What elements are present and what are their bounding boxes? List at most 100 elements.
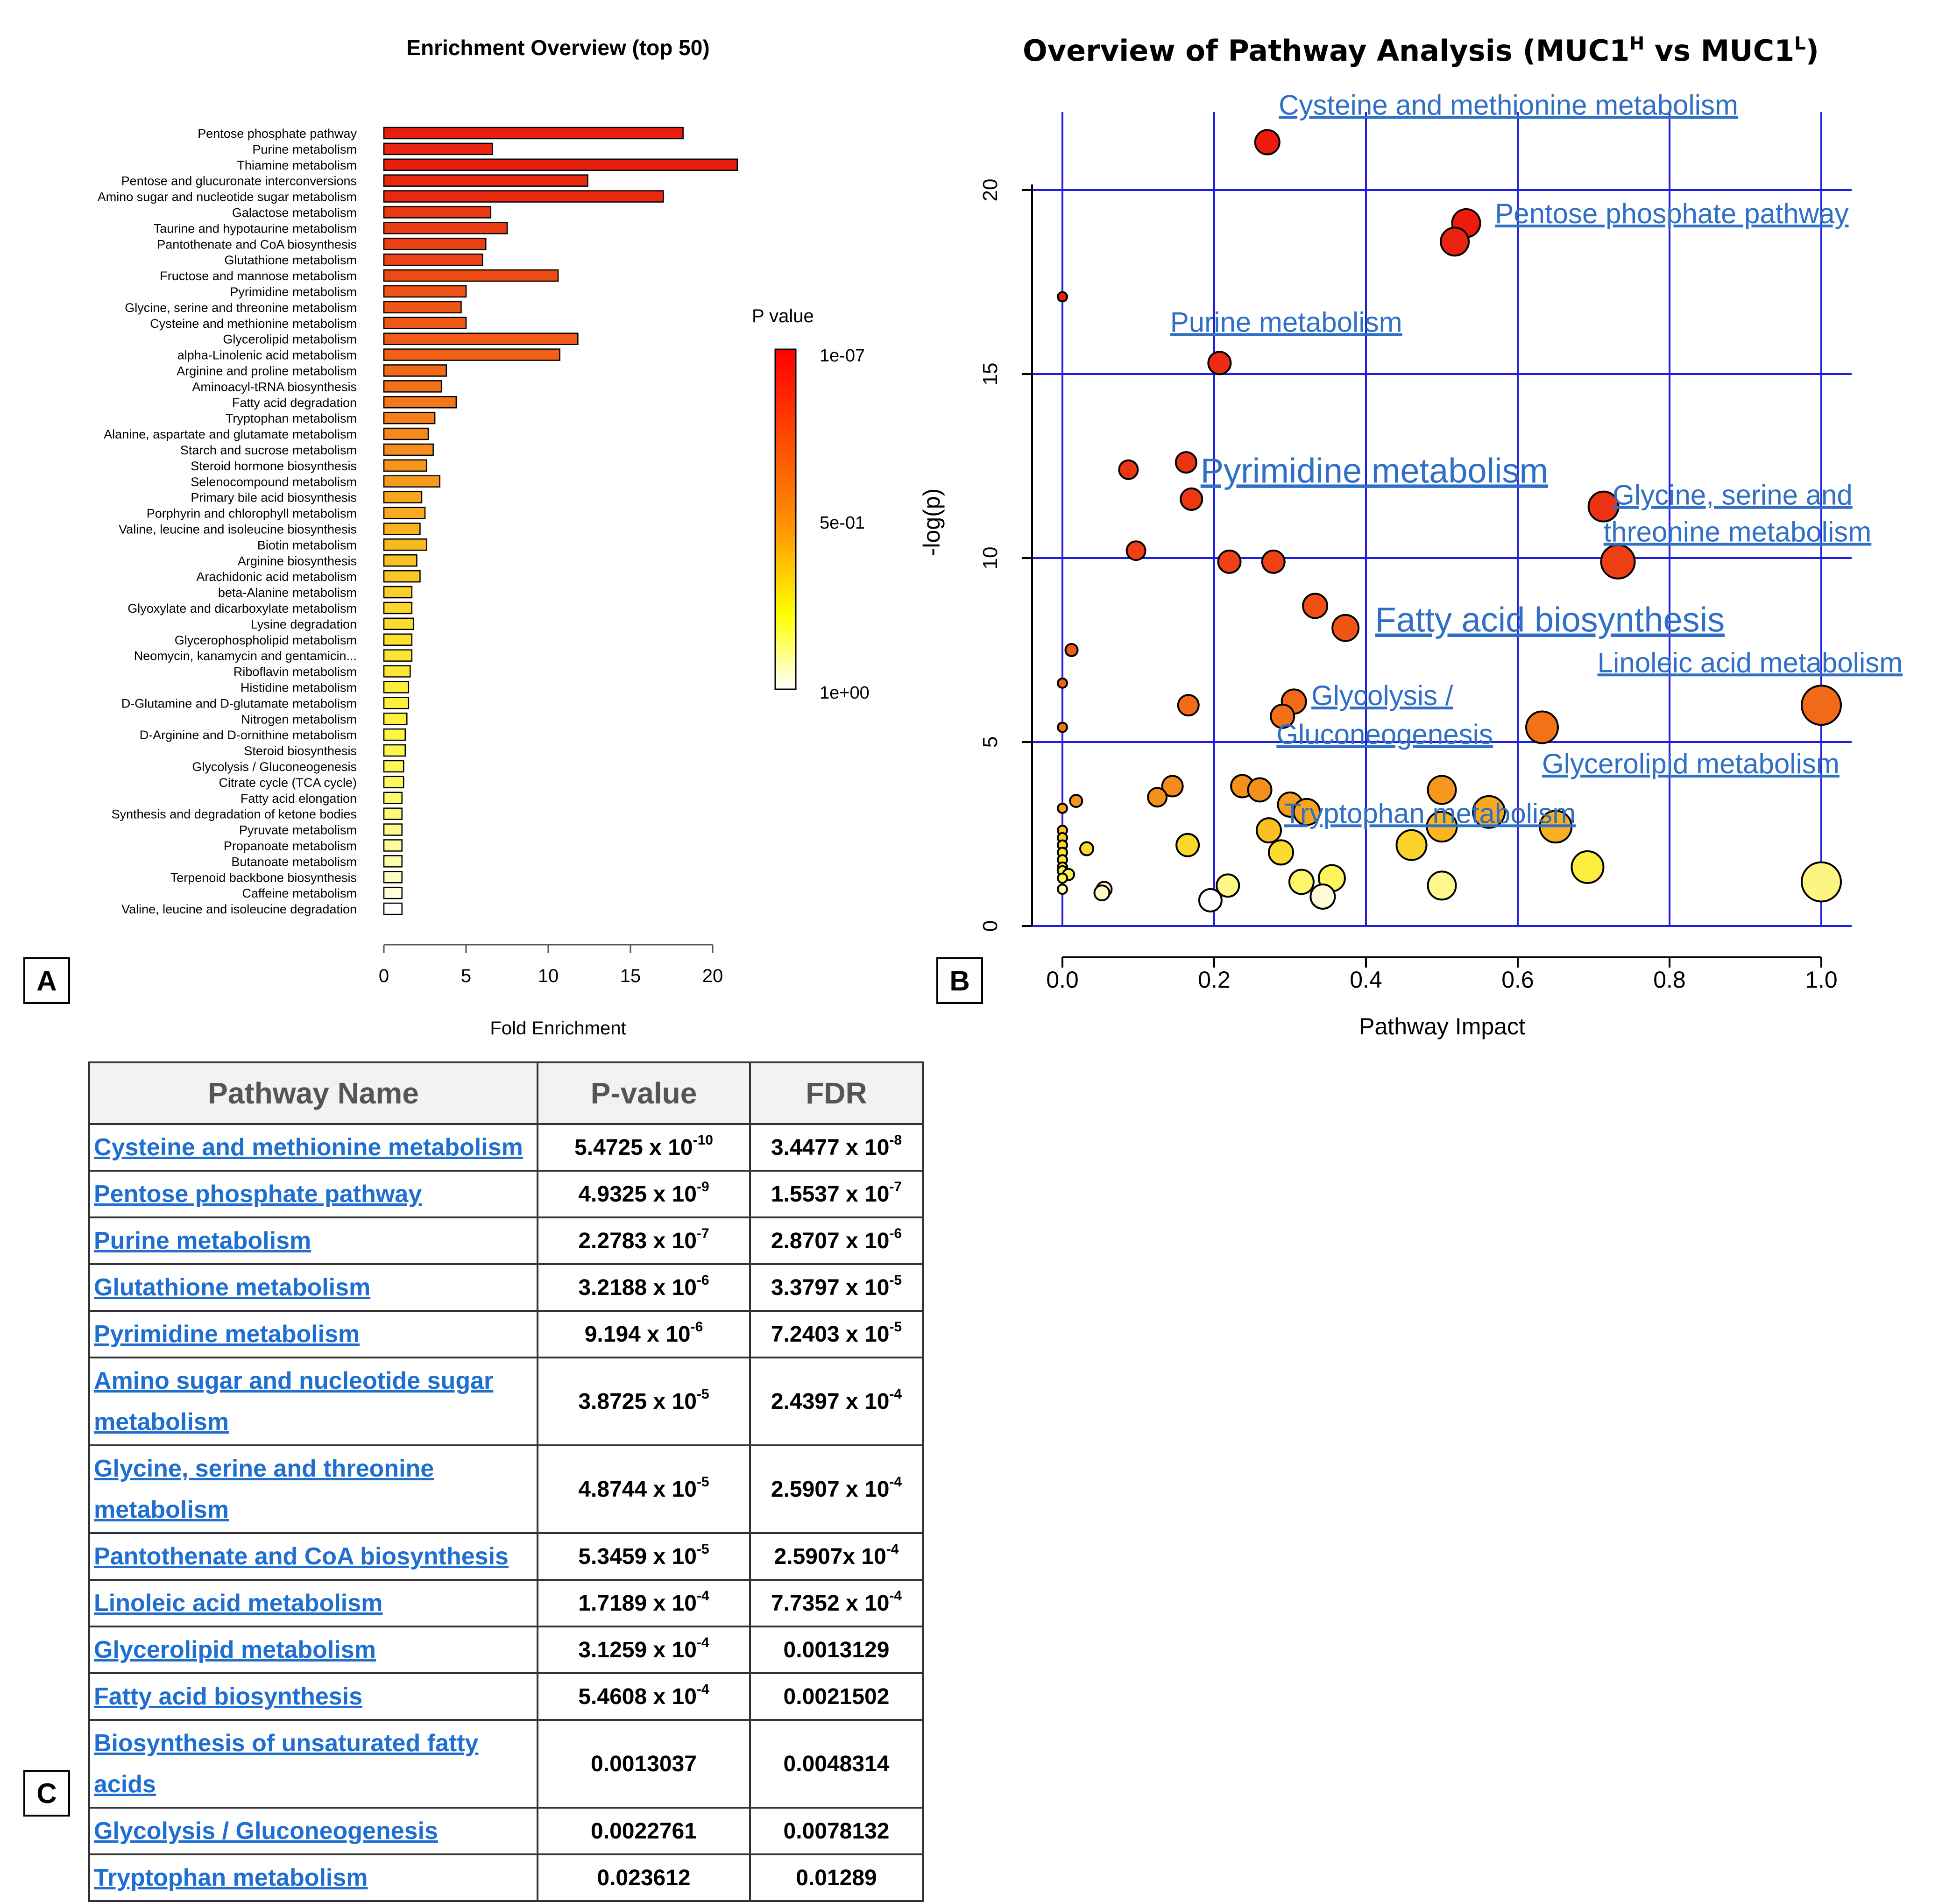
data-point — [1288, 869, 1315, 895]
category-label: Arginine biosynthesis — [238, 554, 357, 568]
bar — [383, 744, 406, 757]
x-tick-label: 0.8 — [1653, 967, 1686, 993]
y-tick-label: 5 — [979, 736, 1002, 748]
pathway-name-link[interactable]: Fatty acid biosynthesis — [88, 1672, 538, 1721]
p-value-cell: 0.0022761 — [537, 1807, 751, 1855]
column-header-pathway-name: Pathway Name — [88, 1061, 538, 1125]
data-point — [1057, 884, 1068, 895]
table-row: Pyrimidine metabolism 9.194 x 10-6 7.2403 … — [88, 1310, 924, 1358]
bar — [383, 681, 410, 693]
x-tick-label: 10 — [538, 966, 559, 986]
category-label: Pentose phosphate pathway — [198, 127, 357, 141]
x-tick-label: 0 — [379, 966, 389, 986]
enrichment-bar-chart: Enrichment Overview (top 50) Pentose phos… — [98, 35, 870, 1039]
data-point — [1175, 833, 1200, 857]
bar — [383, 538, 427, 551]
fdr-cell: 0.0013129 — [749, 1626, 924, 1674]
data-point — [1801, 685, 1842, 726]
p-value-cell: 4.8744 x 10-5 — [537, 1444, 751, 1534]
data-point — [1587, 490, 1620, 523]
data-point — [1216, 873, 1240, 898]
data-point — [1057, 721, 1068, 733]
table-row: Pentose phosphate pathway 4.9325 x 10-9 1.… — [88, 1170, 924, 1218]
pathway-name-link[interactable]: Linoleic acid metabolism — [88, 1579, 538, 1627]
y-tick-label: 0 — [979, 920, 1002, 932]
legend-label: 5e-01 — [820, 513, 865, 533]
category-label: Galactose metabolism — [232, 205, 357, 219]
bar — [383, 253, 483, 266]
bar — [383, 443, 434, 456]
pathway-name-link[interactable]: Purine metabolism — [88, 1216, 538, 1265]
data-point — [1057, 802, 1068, 814]
bar — [383, 855, 403, 868]
pathway-name-link[interactable]: Glutathione metabolism — [88, 1263, 538, 1312]
bar — [383, 523, 421, 535]
category-label: Valine, leucine and isoleucine biosynthe… — [119, 522, 357, 536]
data-point — [1261, 549, 1286, 574]
fdr-cell: 0.0048314 — [749, 1719, 924, 1809]
category-label: Biotin metabolism — [257, 538, 357, 552]
x-tick-label: 15 — [620, 966, 641, 986]
pathway-name-link[interactable]: Glycine, serine and threonine metabolism — [88, 1444, 538, 1534]
table-row: Pantothenate and CoA biosynthesis 5.3459 … — [88, 1532, 924, 1581]
data-point — [1427, 870, 1457, 901]
y-tick-label: 15 — [979, 363, 1002, 386]
data-point — [1600, 544, 1636, 580]
bar — [383, 348, 560, 361]
bar — [383, 174, 588, 187]
pathway-annotation-link: Pentose phosphate pathway — [1495, 198, 1848, 229]
pathway-annotation-link: Pyrimidine metabolism — [1201, 451, 1548, 490]
category-label: Riboflavin metabolism — [234, 665, 357, 679]
category-label: Butanoate metabolism — [231, 855, 357, 869]
data-point — [1427, 775, 1457, 805]
pathway-annotation-link: Gluconeogenesis — [1276, 719, 1493, 750]
pathway-name-link[interactable]: Biosynthesis of unsaturated fatty acids — [88, 1719, 538, 1809]
fdr-cell: 2.8707 x 10-6 — [749, 1216, 924, 1265]
data-point — [1180, 487, 1203, 511]
data-point — [1175, 451, 1197, 474]
x-tick-label: 5 — [461, 966, 471, 986]
data-point — [1069, 794, 1083, 808]
bar — [383, 190, 664, 203]
fdr-cell: 2.5907 x 10-4 — [749, 1444, 924, 1534]
p-value-cell: 0.0013037 — [537, 1719, 751, 1809]
data-point — [1064, 643, 1079, 657]
category-label: Propanoate metabolism — [224, 839, 357, 853]
bar — [383, 411, 436, 424]
pathway-name-link[interactable]: Glycerolipid metabolism — [88, 1626, 538, 1674]
category-label: Thiamine metabolism — [237, 158, 357, 172]
chart-a-title: Enrichment Overview (top 50) — [406, 35, 709, 60]
data-point — [1395, 829, 1428, 861]
pathway-name-link[interactable]: Amino sugar and nucleotide sugar metabol… — [88, 1357, 538, 1446]
pathway-name-link[interactable]: Cysteine and methionine metabolism — [88, 1123, 538, 1172]
category-label: Starch and sucrose metabolism — [180, 443, 357, 457]
bar — [383, 792, 403, 804]
pathway-name-link[interactable]: Pantothenate and CoA biosynthesis — [88, 1532, 538, 1581]
table-row: Fatty acid biosynthesis 5.4608 x 10-4 0.00… — [88, 1672, 924, 1721]
data-point — [1256, 817, 1282, 844]
column-header-fdr: FDR — [749, 1061, 924, 1125]
pathway-annotation-link: Fatty acid biosynthesis — [1375, 601, 1725, 639]
category-label: alpha-Linolenic acid metabolism — [177, 348, 357, 362]
data-point — [1801, 861, 1842, 903]
pathway-name-link[interactable]: Glycolysis / Gluconeogenesis — [88, 1807, 538, 1855]
pathway-annotation-link: Glycerolipid metabolism — [1542, 748, 1840, 779]
bar — [383, 206, 492, 219]
bar — [383, 697, 410, 709]
pathway-name-link[interactable]: Pyrimidine metabolism — [88, 1310, 538, 1358]
category-label: Selenocompound metabolism — [191, 475, 357, 489]
p-value-cell: 5.4725 x 10-10 — [537, 1123, 751, 1172]
p-value-cell: 5.4608 x 10-4 — [537, 1672, 751, 1721]
category-label: Primary bile acid biosynthesis — [191, 491, 357, 505]
table-row: Cysteine and methionine metabolism 5.4725… — [88, 1123, 924, 1172]
bar — [383, 570, 421, 583]
p-value-cell: 1.7189 x 10-4 — [537, 1579, 751, 1627]
pathway-name-link[interactable]: Pentose phosphate pathway — [88, 1170, 538, 1218]
bar — [383, 586, 413, 599]
x-axis-label: Fold Enrichment — [490, 1018, 626, 1039]
legend-label: 1e+00 — [820, 683, 870, 703]
pathway-name-link[interactable]: Tryptophan metabolism — [88, 1853, 538, 1902]
bar — [383, 222, 508, 234]
category-label: Fructose and mannose metabolism — [160, 269, 357, 283]
panel-label-a: A — [23, 957, 70, 1004]
